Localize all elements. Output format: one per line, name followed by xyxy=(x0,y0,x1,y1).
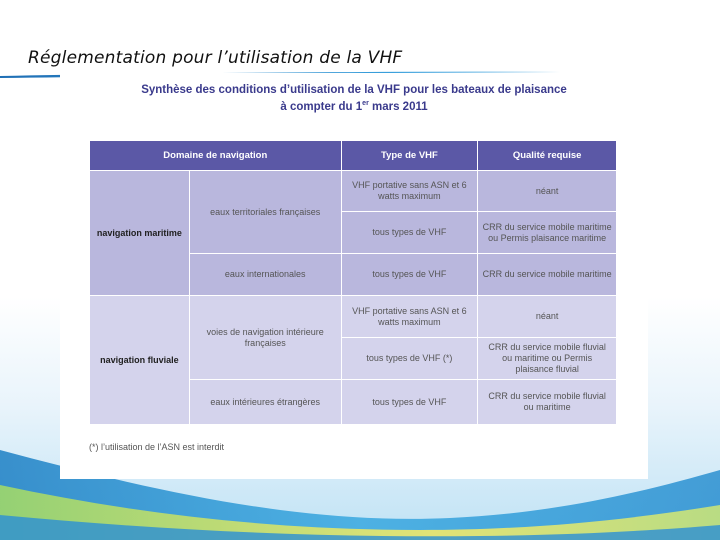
header-quality: Qualité requise xyxy=(477,140,617,171)
document-title-line1: Synthèse des conditions d’utilisation de… xyxy=(141,84,567,96)
zone-cell: eaux intérieures étrangères xyxy=(188,379,342,425)
quality-cell: CRR du service mobile maritime ou Permis… xyxy=(477,211,617,254)
table-row: navigation maritime eaux territoriales f… xyxy=(89,170,617,296)
zone-cell: voies de navigation intérieure française… xyxy=(188,295,342,380)
domain-maritime: navigation maritime xyxy=(89,170,190,296)
quality-cell: CRR du service mobile fluvial ou maritim… xyxy=(477,379,617,425)
zone-cell: eaux territoriales françaises xyxy=(188,170,342,254)
table-row: tous types de VHF CRR du service mobile … xyxy=(90,211,617,254)
type-cell: tous types de VHF (*) xyxy=(340,337,479,380)
table-header-row: Domaine de navigation Type de VHF Qualit… xyxy=(89,140,617,171)
domain-fluviale: navigation fluviale xyxy=(89,295,190,425)
table-row: eaux internationales tous types de VHF C… xyxy=(90,253,617,296)
slide-title: Réglementation pour l’utilisation de la … xyxy=(28,48,403,68)
background-wave-decoration xyxy=(0,450,720,540)
quality-cell: néant xyxy=(477,295,617,338)
zone-cell: eaux internationales xyxy=(188,253,342,296)
type-cell: tous types de VHF xyxy=(340,379,479,425)
table-row: tous types de VHF (*) CRR du service mob… xyxy=(90,337,617,380)
type-cell: VHF portative sans ASN et 6 watts maximu… xyxy=(340,295,479,338)
document-title-line2: à compter du 1er mars 2011 xyxy=(60,97,648,114)
type-cell: VHF portative sans ASN et 6 watts maximu… xyxy=(340,170,479,212)
title-date-prefix: à compter du 1 xyxy=(280,100,363,113)
quality-cell: néant xyxy=(477,170,617,212)
table-row: navigation fluviale voies de navigation … xyxy=(89,295,617,425)
table-footnote: (*) l’utilisation de l’ASN est interdit xyxy=(89,442,225,452)
document-image: Synthèse des conditions d’utilisation de… xyxy=(60,73,648,479)
quality-cell: CRR du service mobile fluvial ou maritim… xyxy=(477,337,617,380)
quality-cell: CRR du service mobile maritime xyxy=(477,253,617,296)
title-date-suffix: mars 2011 xyxy=(368,100,428,113)
document-title: Synthèse des conditions d’utilisation de… xyxy=(60,83,648,114)
header-domain: Domaine de navigation xyxy=(89,140,342,171)
table-row: eaux intérieures étrangères tous types d… xyxy=(90,379,617,425)
vhf-conditions-table: Domaine de navigation Type de VHF Qualit… xyxy=(89,140,617,425)
type-cell: tous types de VHF xyxy=(340,211,479,254)
header-type: Type de VHF xyxy=(340,140,479,171)
type-cell: tous types de VHF xyxy=(340,253,479,296)
title-date-sup: er xyxy=(362,100,369,107)
